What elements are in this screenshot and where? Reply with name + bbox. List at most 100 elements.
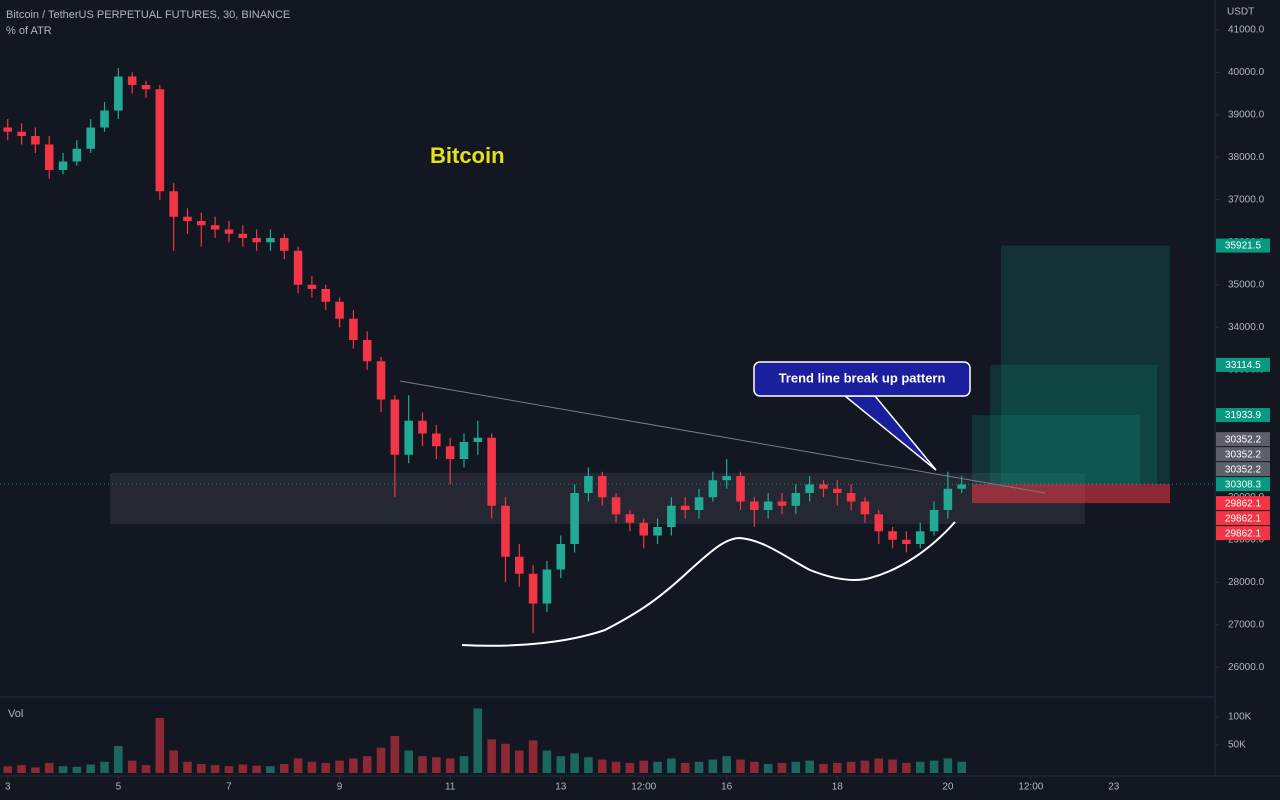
candles: [3, 68, 966, 634]
volume-bar: [473, 708, 483, 773]
price-tag-label: 30352.2: [1225, 464, 1262, 475]
candle-body: [31, 136, 40, 145]
candle-body: [501, 505, 510, 557]
volume-bar: [501, 743, 510, 773]
volume-bar: [874, 758, 884, 773]
candle-body: [860, 501, 870, 515]
price-tag: [1216, 496, 1270, 511]
candle-body: [929, 510, 939, 532]
candle-body: [625, 514, 635, 523]
price-tag-label: 30308.3: [1225, 479, 1262, 490]
candle-body: [445, 446, 455, 459]
volume-bar: [100, 761, 109, 773]
candle-body: [210, 225, 220, 230]
price-tag: [1216, 526, 1270, 541]
price-tags: 35921.5 33114.5 31933.9 30352.2 30352.2 30352…: [1216, 238, 1270, 541]
x-tick-label: 18: [832, 782, 844, 793]
y-tick-label: 39000.0: [1228, 109, 1265, 120]
price-tag: [1216, 462, 1270, 477]
candle-body: [515, 556, 524, 574]
volume-bar: [597, 759, 607, 773]
callout-box: [753, 361, 971, 397]
chart-title: Bitcoin: [430, 143, 505, 168]
pattern-curve: [461, 521, 956, 647]
candle-body: [846, 493, 856, 502]
candle-body: [832, 488, 842, 493]
volume-bar: [279, 764, 289, 773]
volume-bar: [335, 760, 344, 773]
price-tag-label: 33114.5: [1225, 360, 1261, 371]
price-tag: [1216, 238, 1270, 253]
volume-bar: [542, 750, 552, 773]
candle-body: [750, 501, 759, 510]
candle-body: [528, 573, 538, 604]
candle-body: [432, 433, 441, 447]
volume-bar: [197, 764, 206, 773]
volume-bar: [805, 760, 814, 773]
y-tick-label: 27000.0: [1228, 619, 1265, 630]
candle-body: [86, 127, 95, 149]
trend-line: [399, 380, 1046, 494]
volume-bar: [915, 761, 925, 773]
x-tick-label: 12:00: [631, 782, 656, 793]
volume-bar: [183, 761, 192, 773]
candle-body: [915, 531, 925, 544]
volume-bar: [722, 756, 731, 773]
candle-body: [473, 437, 483, 442]
volume-bar: [888, 759, 897, 773]
volume-bar: [362, 756, 372, 773]
candle-body: [100, 110, 109, 128]
drawings-back: [110, 473, 1085, 524]
volume-bar: [114, 746, 123, 773]
volume-bar: [3, 766, 13, 773]
candle-body: [349, 318, 358, 340]
price-tag-label: 30352.2: [1225, 449, 1262, 460]
candle-body: [888, 531, 897, 540]
volume-bar: [791, 761, 801, 773]
candle-body: [307, 284, 317, 289]
price-tag: [1216, 511, 1270, 526]
candle-body: [680, 505, 690, 510]
volume-bar: [266, 766, 275, 773]
volume-tick-label: 50K: [1228, 740, 1246, 751]
candle-body: [224, 229, 234, 234]
volume-bar: [376, 747, 386, 773]
price-tag: [1216, 408, 1270, 423]
price-tag-label: 35921.5: [1225, 241, 1262, 252]
volume-bar: [31, 767, 40, 773]
candle-body: [17, 131, 26, 136]
candle-body: [376, 361, 386, 400]
x-tick-label: 12:00: [1018, 782, 1043, 793]
target-zone: [990, 364, 1157, 485]
candle-body: [362, 340, 372, 362]
volume-bar: [44, 762, 54, 773]
volume-bar: [611, 761, 621, 773]
candle-body: [418, 420, 427, 434]
volume-bar: [155, 717, 165, 773]
x-tick-label: 9: [337, 782, 343, 793]
volume-bar: [404, 750, 413, 773]
x-tick-label: 5: [116, 782, 122, 793]
candle-body: [238, 233, 248, 238]
x-tick-label: 20: [942, 782, 954, 793]
price-tag: [1216, 447, 1270, 462]
candle-body: [902, 539, 911, 544]
volume-bar: [819, 764, 828, 773]
range-band: [110, 473, 1085, 524]
volume-bar: [584, 757, 593, 773]
candle-body: [542, 569, 552, 604]
volume-bar: [252, 765, 261, 773]
candle-body: [44, 144, 54, 170]
candle-body: [791, 493, 801, 506]
x-tick-label: 16: [721, 782, 733, 793]
volume-bar: [625, 762, 635, 773]
volume-bar: [307, 761, 317, 773]
volume-bar: [210, 765, 220, 773]
volume-bar: [58, 766, 68, 773]
volume-bar: [17, 765, 26, 773]
volume-bar: [929, 760, 939, 773]
candle-body: [183, 216, 192, 221]
candle-body: [3, 127, 13, 132]
x-tick-label: 23: [1108, 782, 1120, 793]
